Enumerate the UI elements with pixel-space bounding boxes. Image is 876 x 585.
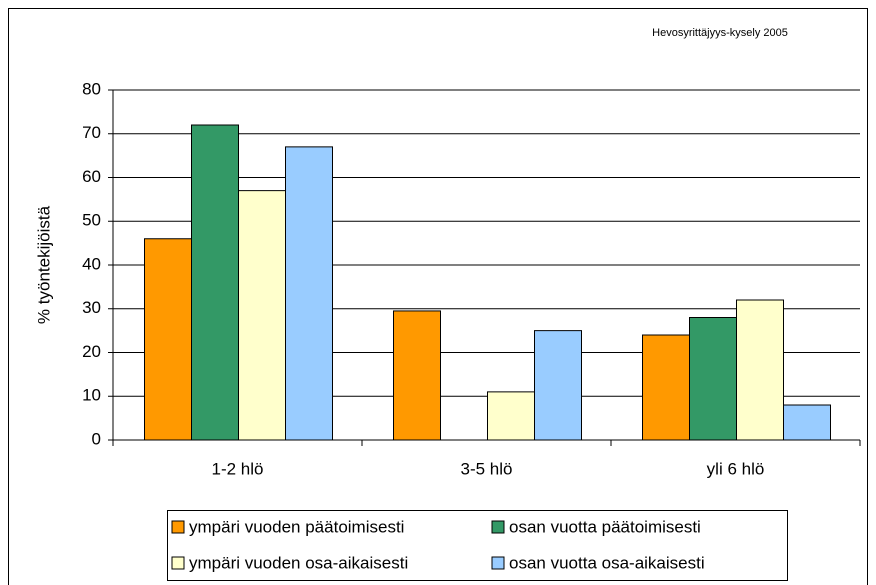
y-tick-label: 30 [82, 298, 101, 317]
chart-border [8, 8, 868, 585]
bar [642, 334, 690, 441]
legend-swatch [171, 520, 185, 534]
legend-label: ympäri vuoden osa-aikaisesti [189, 553, 408, 572]
bar [736, 299, 784, 441]
annotation: Hevosyrittäjyys-kysely 2005 [652, 27, 788, 39]
bar [144, 238, 192, 441]
y-tick-label: 80 [82, 79, 101, 98]
y-tick-label: 10 [82, 386, 101, 405]
legend-label: osan vuotta päätoimisesti [509, 517, 701, 536]
x-tick-label: 1-2 hlö [212, 459, 264, 478]
y-tick-label: 70 [82, 123, 101, 142]
x-tick-label: yli 6 hlö [707, 459, 765, 478]
bar [534, 330, 582, 441]
legend-swatch [491, 556, 505, 570]
y-axis-label: % työntekijöistä [34, 205, 53, 324]
legend-swatch [491, 520, 505, 534]
y-tick-label: 60 [82, 167, 101, 186]
bar [393, 310, 441, 441]
bar [238, 190, 286, 441]
bar [191, 124, 239, 441]
legend [167, 510, 788, 581]
y-tick-label: 0 [92, 429, 101, 448]
legend-swatch [171, 556, 185, 570]
bar [487, 391, 535, 441]
y-tick-label: 20 [82, 342, 101, 361]
bar [285, 146, 333, 441]
bar [783, 404, 831, 441]
y-tick-label: 40 [82, 254, 101, 273]
x-tick-label: 3-5 hlö [461, 459, 513, 478]
legend-label: ympäri vuoden päätoimisesti [189, 517, 404, 536]
y-tick-label: 50 [82, 211, 101, 230]
legend-label: osan vuotta osa-aikaisesti [509, 553, 705, 572]
bar [689, 317, 737, 441]
